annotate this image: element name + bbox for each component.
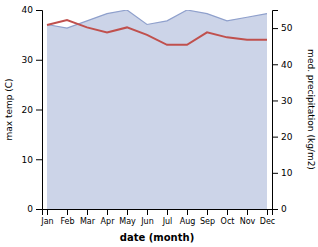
tick-mark — [207, 209, 208, 215]
tick-mark — [272, 137, 278, 138]
tick-mark — [147, 209, 148, 215]
plot-area: Jan Feb Mar AprMay Jun Jul Aug Sep Oct Nov Dec 0 10 2… — [4, 5, 316, 243]
tick: 10 — [22, 155, 42, 165]
tick-mark — [187, 209, 188, 215]
marks — [47, 10, 267, 209]
tick: Jun — [140, 209, 154, 226]
tick-mark — [272, 100, 278, 101]
tick-mark — [247, 209, 248, 215]
tick: 0 — [27, 204, 42, 214]
tick: Apr — [101, 209, 116, 226]
y-axis-title: max temp (C) — [4, 78, 14, 140]
tick-mark — [227, 209, 228, 215]
tick: Mar — [80, 209, 96, 226]
tick-label: Dec — [260, 217, 275, 226]
y2-axis: 0 10 20 30 40 50 — [272, 11, 293, 215]
tick: 0 — [272, 204, 287, 214]
y2-axis-title: med. precipitation (kg/m2) — [306, 49, 316, 170]
tick-mark — [272, 64, 278, 65]
tick: Jan — [40, 209, 53, 226]
tick-mark — [36, 10, 42, 11]
tick-mark — [36, 110, 42, 111]
tick-label: 50 — [281, 23, 293, 33]
tick-mark — [67, 209, 68, 215]
tick-label: 20 — [22, 105, 34, 115]
tick-label: Apr — [101, 217, 116, 226]
tick-label: 40 — [22, 5, 34, 15]
tick-label: Jan — [40, 217, 53, 226]
tick-label: Nov — [240, 217, 256, 226]
tick: 30 — [22, 55, 42, 65]
tick: 40 — [272, 60, 293, 70]
tick: Jul — [162, 209, 173, 226]
tick: 40 — [22, 5, 42, 15]
tick-label: Feb — [60, 217, 74, 226]
x-axis-title: date (month) — [120, 232, 194, 243]
tick-mark — [36, 209, 42, 210]
tick-mark — [167, 209, 168, 215]
tick: Dec — [260, 209, 275, 226]
tick-label: Aug — [180, 217, 196, 226]
tick: 50 — [272, 23, 293, 33]
area — [47, 10, 267, 209]
tick-mark — [272, 173, 278, 174]
tick-label: 0 — [27, 204, 33, 214]
x-axis: Jan Feb Mar AprMay Jun Jul Aug Sep Oct Nov Dec — [40, 209, 275, 226]
tick: Aug — [180, 209, 196, 226]
tick-mark — [272, 28, 278, 29]
tick: Sep — [200, 209, 215, 226]
tick-mark — [47, 209, 48, 215]
tick: 20 — [272, 132, 293, 142]
tick: 10 — [272, 168, 293, 178]
tick-label: Mar — [80, 217, 96, 226]
tick: 30 — [272, 96, 293, 106]
tick-mark — [107, 209, 108, 215]
line — [47, 20, 267, 45]
tick-mark — [36, 60, 42, 61]
y-axis: 0 10 20 30 40 — [22, 5, 43, 214]
tick-mark — [267, 209, 268, 215]
tick-label: May — [119, 217, 136, 226]
axis-line — [273, 11, 279, 210]
tick: 20 — [22, 105, 42, 115]
tick-label: Jul — [162, 217, 173, 226]
tick-mark — [87, 209, 88, 215]
tick: Nov — [240, 209, 256, 226]
tick-label: Oct — [221, 217, 235, 226]
tick-label: 20 — [281, 132, 293, 142]
tick-label: 10 — [281, 168, 293, 178]
chart: Jan Feb Mar AprMay Jun Jul Aug Sep Oct Nov Dec 0 10 2… — [0, 0, 318, 247]
tick-mark — [272, 209, 278, 210]
tick-mark — [127, 209, 128, 215]
tick: Oct — [221, 209, 235, 226]
chart-container: Jan Feb Mar AprMay Jun Jul Aug Sep Oct Nov Dec 0 10 2… — [0, 0, 318, 247]
tick-label: 30 — [22, 55, 34, 65]
tick: Feb — [60, 209, 74, 226]
axis-line — [36, 11, 43, 210]
axis-line — [43, 210, 273, 216]
tick-label: 30 — [281, 96, 293, 106]
tick-label: Sep — [200, 217, 215, 226]
tick: May — [119, 209, 136, 226]
tick-label: 10 — [22, 155, 34, 165]
tick-label: 40 — [281, 60, 293, 70]
tick-label: 0 — [281, 204, 287, 214]
tick-label: Jun — [140, 217, 154, 226]
tick-mark — [36, 159, 42, 160]
